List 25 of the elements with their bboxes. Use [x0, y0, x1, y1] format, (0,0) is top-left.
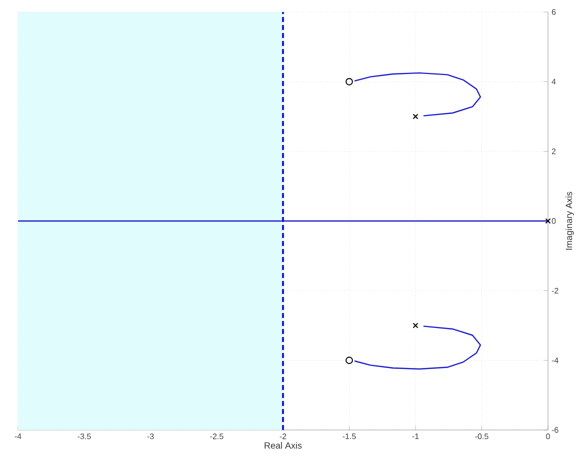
x-tick-label: -2: [280, 434, 286, 440]
x-tick-label: -1.5: [342, 434, 356, 440]
x-tick-label: 0: [546, 434, 550, 440]
point: [412, 322, 418, 328]
point: [346, 356, 353, 364]
y-tick-label: -6: [552, 427, 558, 433]
y-axis-title: Imaginary Axis: [566, 192, 574, 250]
x-tick-label: -3.5: [78, 434, 91, 440]
x-axis-title: Real Axis: [264, 442, 302, 449]
x-tick-label: -3: [147, 434, 154, 440]
point: [545, 218, 551, 224]
x-tick-label: -4: [14, 434, 22, 440]
line-series: [354, 72, 482, 116]
line-series: [354, 326, 482, 370]
x-tick-label: -2.5: [210, 434, 224, 440]
y-tick-label: 4: [552, 78, 556, 84]
x-tick-label: -1: [412, 434, 419, 440]
point: [412, 114, 418, 120]
y-tick-label: -2: [552, 288, 558, 294]
y-tick-label: 6: [552, 9, 556, 15]
x-tick-label: -0.5: [475, 434, 488, 440]
y-tick-label: 2: [552, 148, 556, 154]
point: [346, 78, 353, 86]
y-tick-label: -4: [552, 358, 558, 364]
y-tick-label: 0: [552, 218, 556, 224]
